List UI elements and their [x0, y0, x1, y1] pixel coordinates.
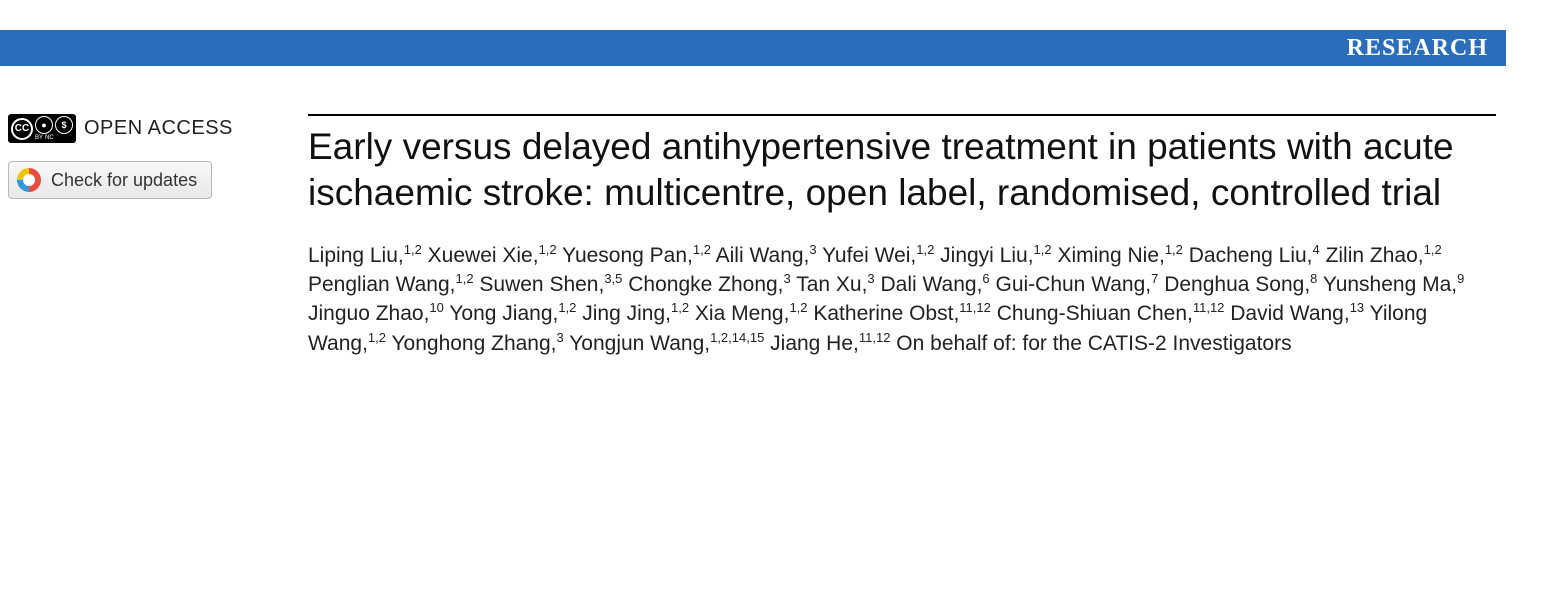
crossmark-icon [17, 168, 41, 192]
open-access-label: OPEN ACCESS [84, 117, 233, 140]
cc-by-icon: ● [35, 116, 53, 134]
check-updates-label: Check for updates [51, 170, 197, 191]
content-area: CC ● $ BYNC OPEN ACCESS Check for update… [0, 66, 1546, 358]
author-list: Liping Liu,1,2 Xuewei Xie,1,2 Yuesong Pa… [308, 241, 1496, 359]
section-label: RESEARCH [1347, 35, 1488, 62]
left-sidebar: CC ● $ BYNC OPEN ACCESS Check for update… [8, 114, 288, 358]
article-header: Early versus delayed antihypertensive tr… [308, 114, 1496, 358]
section-banner: RESEARCH [0, 30, 1506, 66]
cc-license-icon: CC ● $ BYNC [8, 114, 76, 143]
article-title: Early versus delayed antihypertensive tr… [308, 124, 1496, 217]
open-access-badge: CC ● $ BYNC OPEN ACCESS [8, 114, 288, 143]
cc-nc-icon: $ [55, 116, 73, 134]
check-updates-button[interactable]: Check for updates [8, 161, 212, 199]
